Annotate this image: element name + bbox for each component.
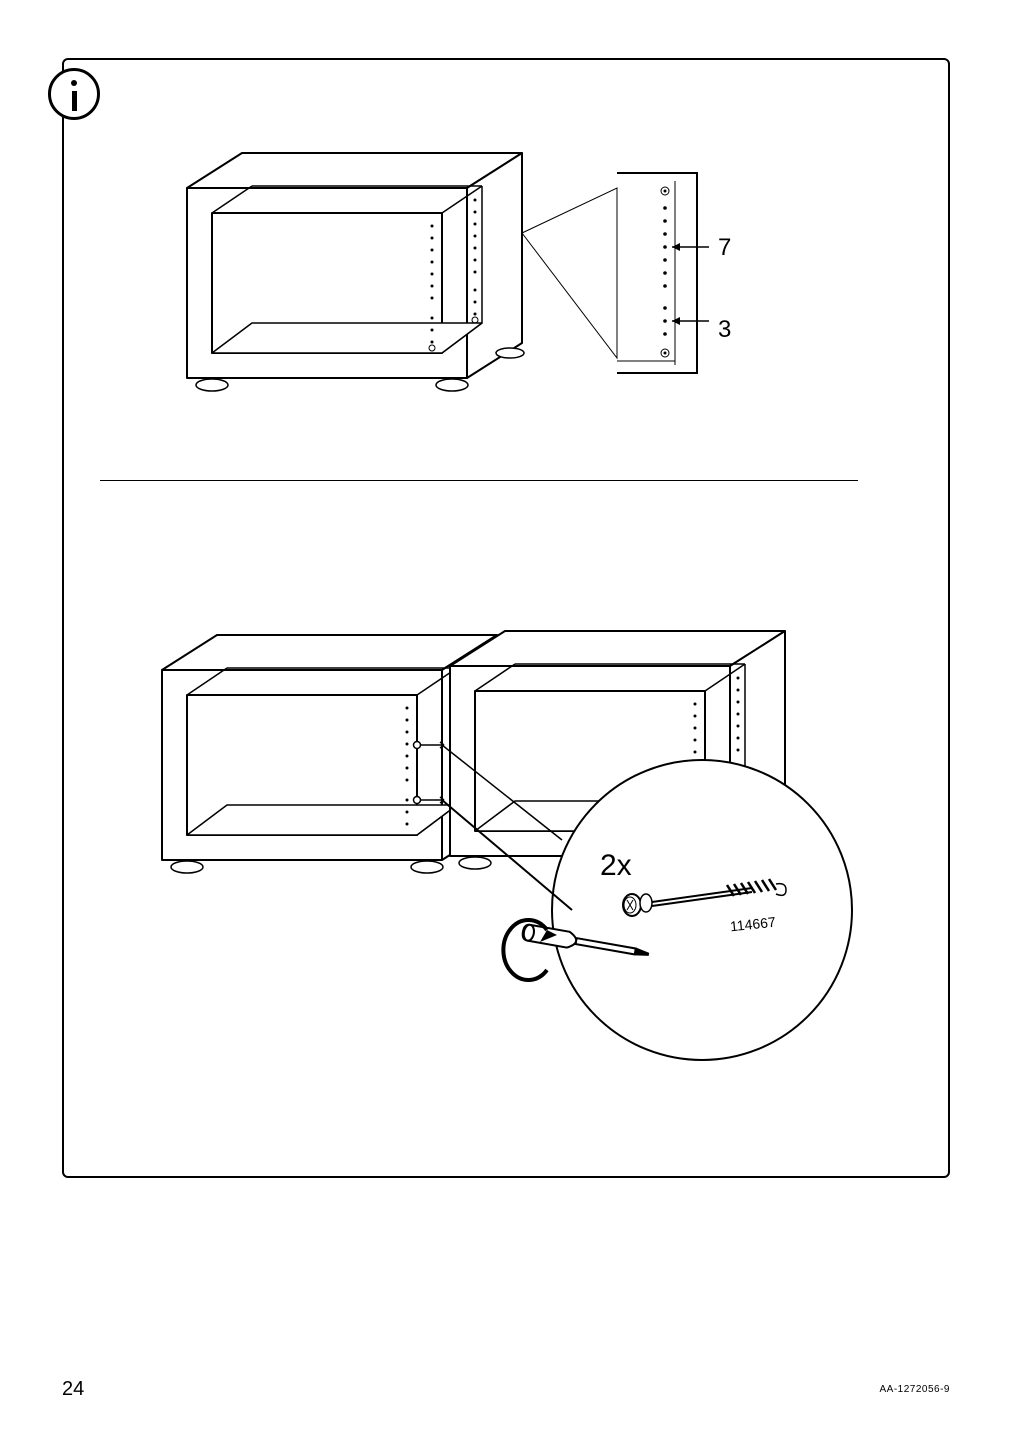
- info-icon: [48, 68, 100, 120]
- hole-count-lower-label: 3: [718, 316, 731, 344]
- bottom-diagram: [62, 540, 950, 1100]
- document-code: AA-1272056-9: [880, 1384, 951, 1395]
- section-divider: [100, 480, 858, 481]
- screw-quantity-label: 2x: [600, 849, 632, 883]
- page-number: 24: [62, 1378, 84, 1401]
- top-diagram: [62, 58, 950, 488]
- hole-count-upper-label: 7: [718, 234, 731, 262]
- assembly-instruction-page: 7 3: [0, 0, 1012, 1432]
